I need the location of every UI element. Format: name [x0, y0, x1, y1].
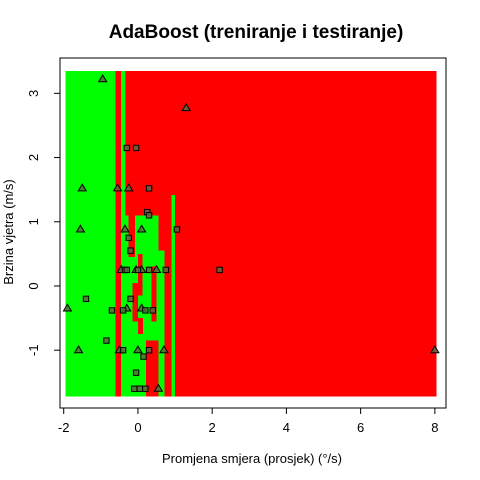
point-square — [132, 369, 140, 376]
point-square — [145, 212, 153, 219]
region-class_b-10 — [151, 266, 157, 322]
point-triangle — [123, 183, 134, 192]
point-square — [173, 226, 181, 233]
y-tick-label: 2 — [26, 154, 41, 161]
point-triangle — [77, 183, 88, 192]
x-tick-label: 6 — [357, 420, 364, 435]
region-class_a-0 — [65, 70, 116, 397]
point-square — [108, 307, 116, 314]
point-triangle — [181, 102, 192, 112]
point-square — [82, 295, 90, 303]
point-triangle — [112, 183, 123, 192]
y-axis-label: Brzina vjetra (m/s) — [1, 179, 16, 284]
x-axis-label: Promjena smjera (prosjek) (°/s) — [162, 451, 342, 466]
point-square — [145, 347, 153, 354]
point-triangle — [136, 224, 147, 233]
point-square — [145, 266, 153, 274]
point-triangle — [73, 345, 84, 354]
chart-title: AdaBoost (treniranje i testiranje) — [109, 22, 404, 43]
point-square — [216, 266, 223, 274]
point-square — [127, 247, 134, 254]
x-tick-label: 4 — [283, 420, 290, 435]
region-class_b-11 — [164, 194, 172, 397]
point-square — [119, 307, 127, 314]
point-square — [149, 307, 156, 314]
point-square — [162, 266, 169, 274]
x-axis: -2 0 2 4 6 8 — [58, 407, 438, 435]
region-class_b-9 — [146, 340, 159, 397]
y-tick-label: -1 — [26, 344, 41, 356]
data-points — [62, 74, 440, 392]
point-square — [123, 144, 131, 152]
decision-regions — [65, 70, 437, 397]
point-triangle — [62, 303, 73, 312]
y-tick-label: 0 — [26, 282, 41, 289]
point-square — [125, 234, 132, 242]
region-class_b-6 — [132, 282, 138, 322]
x-tick-label: 8 — [431, 420, 438, 435]
point-triangle — [159, 345, 169, 354]
point-triangle — [75, 224, 86, 233]
point-triangle — [153, 383, 164, 392]
x-tick-label: 2 — [209, 420, 216, 435]
point-square — [136, 385, 143, 392]
point-triangle — [151, 264, 162, 273]
point-triangle — [429, 345, 440, 354]
region-class_a-4 — [171, 194, 176, 397]
point-square — [134, 266, 142, 274]
region-class_b-7 — [137, 253, 143, 296]
region-class_b-5 — [128, 70, 135, 258]
region-class_b-8 — [137, 318, 144, 335]
point-square — [131, 385, 138, 392]
point-square — [127, 295, 134, 303]
point-square — [103, 337, 110, 344]
y-tick-label: 3 — [26, 90, 41, 97]
y-tick-label: 1 — [26, 218, 41, 225]
point-triangle — [133, 345, 143, 354]
point-triangle — [120, 224, 130, 233]
region-class_a-3 — [158, 250, 168, 397]
point-square — [123, 266, 131, 274]
x-tick-label: -2 — [58, 420, 70, 435]
region-class_a-1 — [121, 70, 126, 397]
point-square — [140, 353, 147, 360]
point-square — [142, 307, 149, 314]
point-square — [145, 185, 153, 192]
point-square — [119, 347, 127, 354]
point-square — [132, 144, 140, 152]
point-triangle — [97, 74, 108, 83]
x-tick-label: 0 — [134, 420, 141, 435]
point-square — [142, 385, 149, 392]
y-axis: -1 0 1 2 3 — [26, 90, 61, 356]
